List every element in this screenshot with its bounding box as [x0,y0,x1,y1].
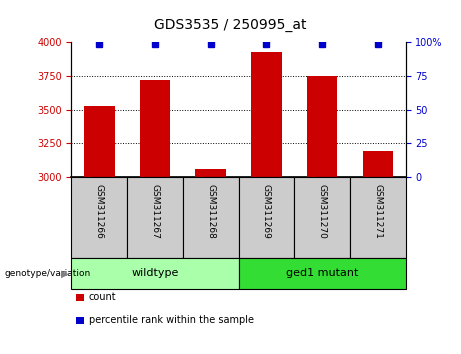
Bar [71,177,127,258]
Text: ▶: ▶ [61,268,69,279]
Bar [127,177,183,258]
Bar [307,76,337,177]
Bar [239,177,294,258]
Bar [140,80,170,177]
Text: GSM311266: GSM311266 [95,183,104,238]
Bar [71,258,239,289]
Bar [195,169,226,177]
Bar [251,52,282,177]
Text: GSM311267: GSM311267 [150,183,160,238]
Text: wildtype: wildtype [131,268,179,279]
Bar [294,177,350,258]
Bar [362,152,393,177]
Text: genotype/variation: genotype/variation [5,269,91,278]
Text: percentile rank within the sample: percentile rank within the sample [89,315,254,325]
Text: GSM311270: GSM311270 [318,183,327,238]
Text: GSM311269: GSM311269 [262,183,271,238]
Text: count: count [89,292,117,302]
Text: GSM311271: GSM311271 [373,183,382,238]
Text: ged1 mutant: ged1 mutant [286,268,358,279]
Bar [84,106,115,177]
Text: GDS3535 / 250995_at: GDS3535 / 250995_at [154,18,307,32]
Bar [183,177,238,258]
Bar [350,177,406,258]
Text: GSM311268: GSM311268 [206,183,215,238]
Bar [239,258,406,289]
